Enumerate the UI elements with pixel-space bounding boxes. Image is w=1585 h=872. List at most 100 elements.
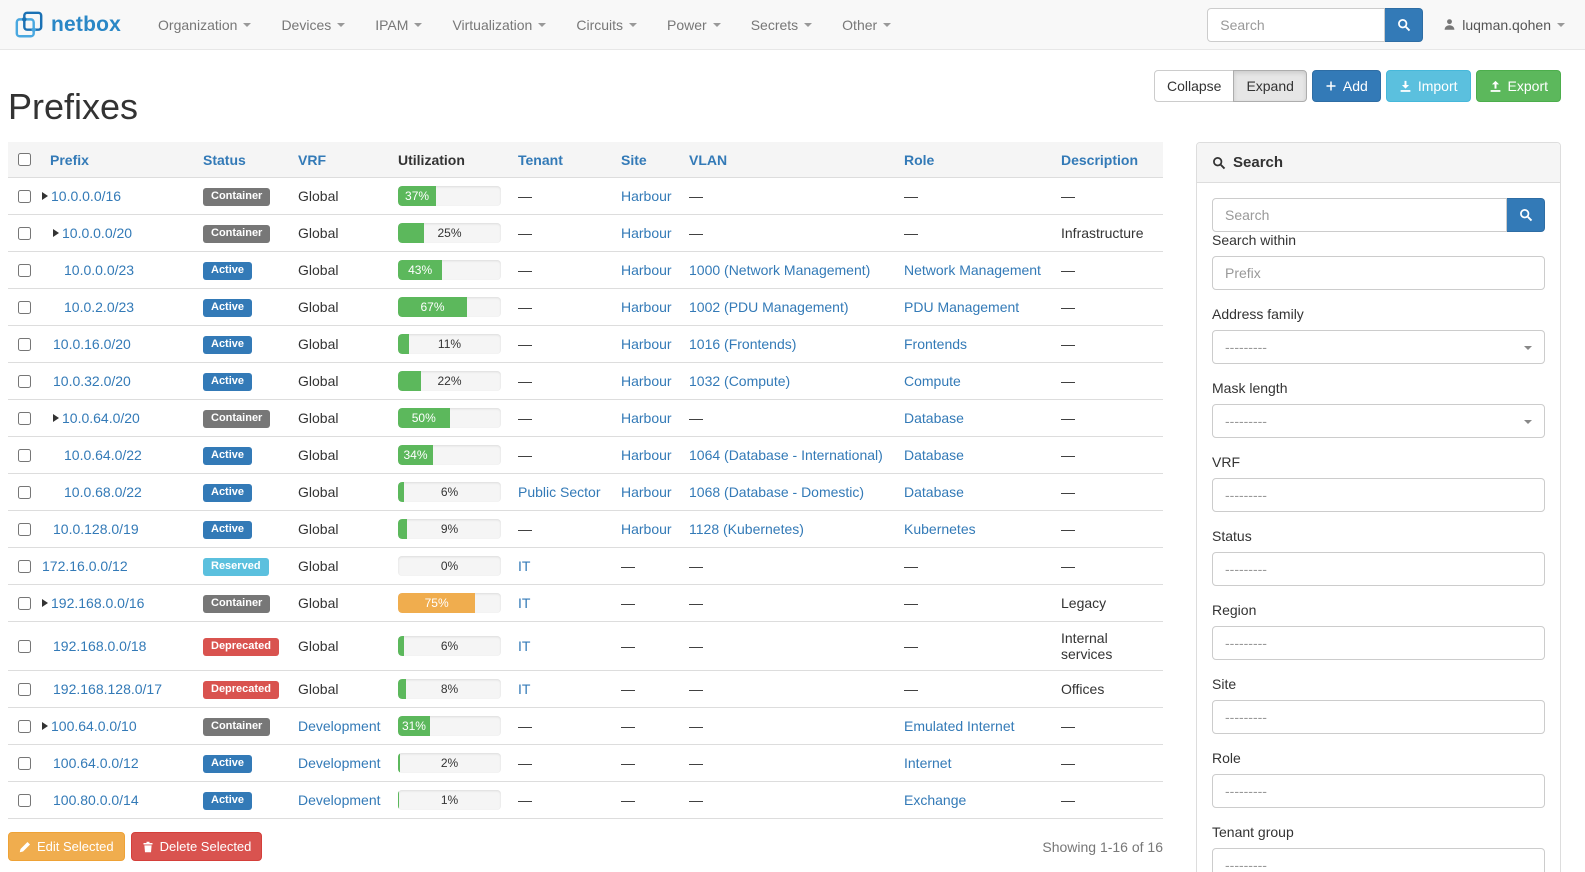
role-link[interactable]: Network Management xyxy=(904,262,1041,278)
row-checkbox[interactable] xyxy=(18,719,31,733)
prefix-link[interactable]: 10.0.128.0/19 xyxy=(53,521,139,537)
filter-box[interactable]: --------- xyxy=(1212,848,1545,872)
vlan-link[interactable]: 1068 (Database - Domestic) xyxy=(689,484,865,500)
filter-select[interactable]: --------- xyxy=(1212,404,1545,438)
prefix-link[interactable]: 10.0.2.0/23 xyxy=(64,299,135,315)
export-button[interactable]: Export xyxy=(1475,70,1561,102)
role-link[interactable]: Database xyxy=(904,447,964,463)
column-sort-link[interactable]: Status xyxy=(203,151,246,168)
row-checkbox[interactable] xyxy=(18,756,31,770)
netbox-brand[interactable]: netbox xyxy=(14,10,121,40)
menu-devices[interactable]: Devices xyxy=(266,0,360,50)
filter-box[interactable]: --------- xyxy=(1212,774,1545,808)
site-link[interactable]: Harbour xyxy=(621,521,672,537)
prefix-link[interactable]: 10.0.16.0/20 xyxy=(53,336,131,352)
filter-input[interactable] xyxy=(1212,256,1545,290)
vrf-link[interactable]: Development xyxy=(298,755,381,771)
site-link[interactable]: Harbour xyxy=(621,336,672,352)
menu-power[interactable]: Power xyxy=(652,0,736,50)
vrf-link[interactable]: Development xyxy=(298,718,381,734)
row-checkbox[interactable] xyxy=(18,639,31,653)
vlan-link[interactable]: 1064 (Database - International) xyxy=(689,447,883,463)
row-checkbox[interactable] xyxy=(18,374,31,388)
row-checkbox[interactable] xyxy=(18,337,31,351)
prefix-link[interactable]: 100.64.0.0/10 xyxy=(51,718,137,734)
collapse-button[interactable]: Collapse xyxy=(1153,70,1235,102)
prefix-link[interactable]: 100.64.0.0/12 xyxy=(53,755,139,771)
prefix-link[interactable]: 10.0.32.0/20 xyxy=(53,373,131,389)
site-link[interactable]: Harbour xyxy=(621,447,672,463)
filter-box[interactable]: --------- xyxy=(1212,700,1545,734)
expand-caret-icon[interactable] xyxy=(42,722,48,730)
row-checkbox[interactable] xyxy=(18,448,31,462)
prefix-link[interactable]: 10.0.0.0/23 xyxy=(64,262,135,278)
role-link[interactable]: Exchange xyxy=(904,792,967,808)
filter-box[interactable]: --------- xyxy=(1212,552,1545,586)
tenant-link[interactable]: IT xyxy=(518,638,531,654)
expand-caret-icon[interactable] xyxy=(53,229,59,237)
prefix-link[interactable]: 192.168.0.0/16 xyxy=(51,595,145,611)
role-link[interactable]: Compute xyxy=(904,373,961,389)
row-checkbox[interactable] xyxy=(18,411,31,425)
prefix-link[interactable]: 10.0.64.0/22 xyxy=(64,447,142,463)
expand-caret-icon[interactable] xyxy=(42,192,48,200)
expand-caret-icon[interactable] xyxy=(42,599,48,607)
site-link[interactable]: Harbour xyxy=(621,225,672,241)
prefix-link[interactable]: 100.80.0.0/14 xyxy=(53,792,139,808)
prefix-link[interactable]: 10.0.64.0/20 xyxy=(62,410,140,426)
edit-selected-button[interactable]: Edit Selected xyxy=(8,832,125,861)
menu-circuits[interactable]: Circuits xyxy=(561,0,652,50)
column-sort-link[interactable]: Role xyxy=(904,151,935,168)
site-link[interactable]: Harbour xyxy=(621,373,672,389)
row-checkbox[interactable] xyxy=(18,522,31,536)
import-button[interactable]: Import xyxy=(1385,70,1471,102)
row-checkbox[interactable] xyxy=(18,226,31,240)
filter-select[interactable]: --------- xyxy=(1212,330,1545,364)
tenant-link[interactable]: IT xyxy=(518,681,531,697)
row-checkbox[interactable] xyxy=(18,485,31,499)
row-checkbox[interactable] xyxy=(18,189,31,203)
navbar-search-button[interactable] xyxy=(1385,7,1424,42)
prefix-link[interactable]: 10.0.0.0/16 xyxy=(51,188,122,204)
vlan-link[interactable]: 1000 (Network Management) xyxy=(689,262,871,278)
vlan-link[interactable]: 1032 (Compute) xyxy=(689,373,791,389)
column-sort-link[interactable]: Tenant xyxy=(518,151,563,168)
menu-virtualization[interactable]: Virtualization xyxy=(437,0,561,50)
role-link[interactable]: Database xyxy=(904,410,964,426)
site-link[interactable]: Harbour xyxy=(621,484,672,500)
role-link[interactable]: Kubernetes xyxy=(904,521,976,537)
add-button[interactable]: Add xyxy=(1311,70,1381,102)
site-link[interactable]: Harbour xyxy=(621,262,672,278)
vlan-link[interactable]: 1016 (Frontends) xyxy=(689,336,797,352)
role-link[interactable]: Frontends xyxy=(904,336,968,352)
delete-selected-button[interactable]: Delete Selected xyxy=(130,832,263,861)
row-checkbox[interactable] xyxy=(18,263,31,277)
prefix-link[interactable]: 192.168.0.0/18 xyxy=(53,638,147,654)
menu-other[interactable]: Other xyxy=(827,0,906,50)
navbar-search-input[interactable] xyxy=(1207,7,1386,42)
menu-secrets[interactable]: Secrets xyxy=(736,0,827,50)
prefix-link[interactable]: 192.168.128.0/17 xyxy=(53,681,162,697)
role-link[interactable]: Database xyxy=(904,484,964,500)
tenant-link[interactable]: Public Sector xyxy=(518,484,601,500)
prefix-link[interactable]: 10.0.0.0/20 xyxy=(62,225,133,241)
menu-organization[interactable]: Organization xyxy=(143,0,266,50)
role-link[interactable]: Internet xyxy=(904,755,952,771)
expand-button[interactable]: Expand xyxy=(1233,70,1307,102)
role-link[interactable]: Emulated Internet xyxy=(904,718,1015,734)
sidebar-search-input[interactable] xyxy=(1212,198,1507,232)
column-sort-link[interactable]: Site xyxy=(621,151,647,168)
row-checkbox[interactable] xyxy=(18,682,31,696)
column-sort-link[interactable]: Prefix xyxy=(50,151,89,168)
row-checkbox[interactable] xyxy=(18,559,31,573)
row-checkbox[interactable] xyxy=(18,793,31,807)
filter-box[interactable]: --------- xyxy=(1212,626,1545,660)
row-checkbox[interactable] xyxy=(18,596,31,610)
prefix-link[interactable]: 10.0.68.0/22 xyxy=(64,484,142,500)
column-sort-link[interactable]: Description xyxy=(1061,151,1139,168)
role-link[interactable]: PDU Management xyxy=(904,299,1020,315)
column-sort-link[interactable]: VRF xyxy=(298,151,326,168)
sidebar-search-button[interactable] xyxy=(1507,198,1545,232)
vlan-link[interactable]: 1002 (PDU Management) xyxy=(689,299,849,315)
expand-caret-icon[interactable] xyxy=(53,414,59,422)
